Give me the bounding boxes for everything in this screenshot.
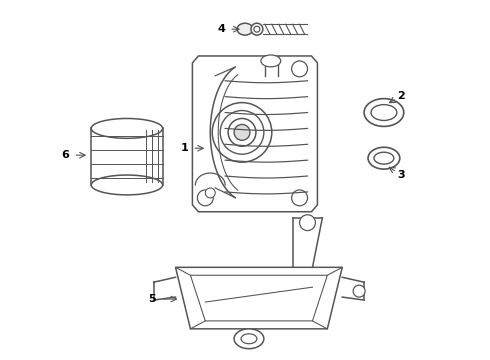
Ellipse shape: [292, 61, 308, 77]
Ellipse shape: [91, 118, 163, 138]
Ellipse shape: [368, 147, 400, 169]
Text: 2: 2: [397, 91, 405, 101]
Ellipse shape: [197, 190, 213, 206]
Text: 4: 4: [217, 24, 225, 34]
Polygon shape: [175, 267, 342, 329]
Ellipse shape: [251, 23, 263, 35]
Polygon shape: [193, 56, 318, 212]
Text: 3: 3: [397, 170, 404, 180]
Ellipse shape: [220, 111, 264, 154]
Ellipse shape: [234, 329, 264, 349]
Text: 1: 1: [181, 143, 189, 153]
Ellipse shape: [261, 55, 281, 67]
Ellipse shape: [205, 188, 215, 198]
Ellipse shape: [234, 125, 250, 140]
Ellipse shape: [228, 118, 256, 146]
Polygon shape: [191, 275, 327, 321]
Ellipse shape: [91, 175, 163, 195]
Ellipse shape: [364, 99, 404, 126]
Ellipse shape: [371, 105, 397, 121]
Ellipse shape: [353, 285, 365, 297]
Ellipse shape: [241, 334, 257, 344]
Ellipse shape: [299, 215, 316, 231]
Ellipse shape: [254, 26, 260, 32]
Ellipse shape: [374, 152, 394, 164]
Ellipse shape: [212, 103, 272, 162]
Text: 5: 5: [148, 294, 156, 304]
Ellipse shape: [292, 190, 308, 206]
Text: 6: 6: [61, 150, 70, 160]
Ellipse shape: [237, 23, 253, 35]
